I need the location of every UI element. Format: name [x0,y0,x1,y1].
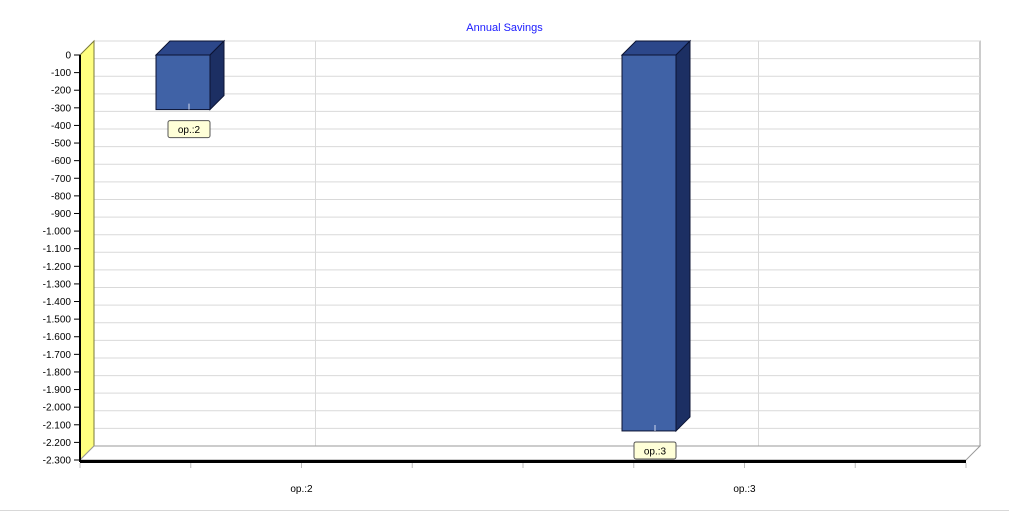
x-tick-label: op.:3 [733,484,756,495]
y-tick-label: -1.100 [43,244,72,255]
y-tick-label: -1.200 [43,262,72,273]
y-tick-label: -2.000 [43,403,72,414]
bar [155,54,211,111]
data-label: op.:3 [644,446,667,457]
y-tick-label: -1.000 [43,227,72,238]
chart-title: Annual Savings [466,22,543,34]
y-tick-label: -900 [51,209,71,220]
y-tick-label: -600 [51,156,71,167]
y-tick-label: -100 [51,68,71,79]
data-label: op.:2 [178,125,201,136]
y-tick-label: -1.600 [43,332,72,343]
bar [621,54,677,432]
data-label-box [633,441,677,460]
x-tick-label: op.:2 [290,484,313,495]
y-tick-label: 0 [65,51,71,62]
bottom-divider [0,510,1009,511]
y-tick-label: -2.200 [43,438,72,449]
y-tick-label: -1.700 [43,350,72,361]
y-tick-label: -1.800 [43,367,72,378]
y-tick-label: -1.400 [43,297,72,308]
y-tick-label: -2.100 [43,420,72,431]
y-tick-label: -500 [51,139,71,150]
data-label-box [167,120,211,139]
bar-side-face [675,39,691,433]
y-tick-label: -2.300 [43,456,72,467]
floor [78,445,982,461]
left-wall [79,39,95,462]
y-tick-label: -1.500 [43,315,72,326]
y-tick-label: -300 [51,103,71,114]
y-tick-label: -200 [51,86,71,97]
back-wall [93,40,981,447]
y-tick-label: -700 [51,174,71,185]
y-tick-label: -1.300 [43,279,72,290]
y-tick-label: -400 [51,121,71,132]
y-tick-label: -1.900 [43,385,72,396]
y-tick-label: -800 [51,191,71,202]
